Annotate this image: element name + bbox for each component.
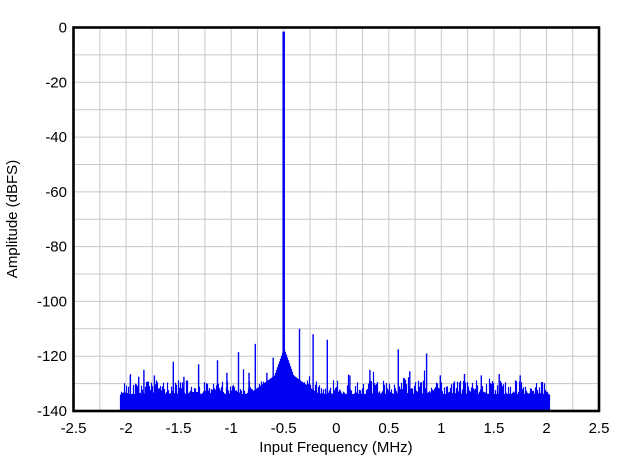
grid-lines (73, 27, 599, 411)
spur-lines (129, 328, 521, 410)
y-tick-label: -60 (45, 184, 67, 201)
noise-floor (119, 348, 551, 410)
y-axis-tick-labels: 0 -20 -40 -60 -80 -100 -120 -140 (37, 20, 67, 421)
y-tick-label: 0 (59, 20, 67, 37)
x-tick-label: 2.5 (589, 420, 610, 437)
x-tick-label: 0 (332, 420, 340, 437)
y-tick-label: -20 (45, 74, 67, 91)
y-tick-label: -80 (45, 239, 67, 256)
x-axis-tick-labels: -2.5 -2 -1.5 -1 -0.5 0 0.5 1 1.5 2 2.5 (61, 420, 610, 437)
x-tick-label: 1.5 (483, 420, 504, 437)
y-tick-label: -140 (37, 403, 67, 420)
x-tick-label: -1 (225, 420, 238, 437)
x-axis-title: Input Frequency (MHz) (259, 439, 412, 456)
x-tick-label: 2 (542, 420, 550, 437)
y-tick-label: -100 (37, 293, 67, 310)
spectrum-data-series (119, 31, 551, 410)
y-tick-label: -40 (45, 129, 67, 146)
x-tick-label: -2.5 (61, 420, 87, 437)
x-tick-label: 1 (437, 420, 445, 437)
y-axis-title: Amplitude (dBFS) (4, 160, 21, 278)
y-tick-label: -120 (37, 348, 67, 365)
x-tick-label: -2 (119, 420, 132, 437)
x-tick-label: 0.5 (378, 420, 399, 437)
x-tick-label: -0.5 (271, 420, 297, 437)
x-tick-label: -1.5 (166, 420, 192, 437)
plot-border (72, 26, 601, 413)
